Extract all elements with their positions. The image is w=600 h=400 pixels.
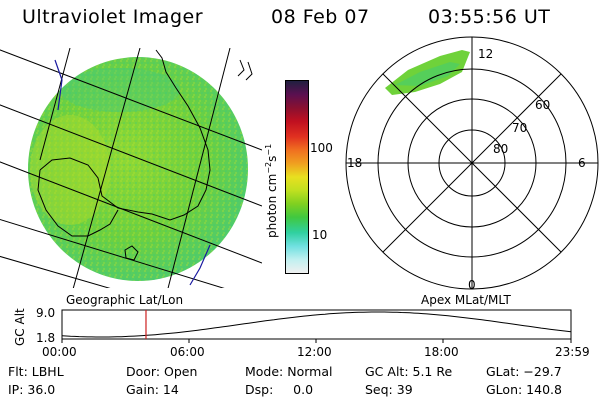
orbit-x-tick-0600: 06:00 bbox=[170, 345, 205, 359]
ip-readout: IP: 36.0 bbox=[8, 382, 56, 397]
date-label: 08 Feb 07 bbox=[271, 6, 370, 28]
orbit-x-tick-0000: 00:00 bbox=[42, 345, 77, 359]
orbit-y-top: 9.0 bbox=[36, 306, 56, 320]
gain-readout: Gain: 14 bbox=[126, 382, 179, 397]
mlt-label-0: 0 bbox=[468, 278, 476, 292]
orbit-x-tick-1200: 12:00 bbox=[297, 345, 332, 359]
auroral-image-polar bbox=[385, 50, 470, 95]
orbit-x-tick-2359: 23:59 bbox=[555, 345, 590, 359]
geo-latitude-readout: GLat: −29.7 bbox=[486, 364, 562, 379]
mlat-label-80: 80 bbox=[493, 142, 509, 156]
uv-disk-image bbox=[28, 57, 248, 281]
map-projection-label: Geographic Lat/Lon bbox=[66, 293, 184, 307]
time-label: 03:55:56 UT bbox=[428, 6, 551, 28]
sequence-readout: Seq: 39 bbox=[365, 382, 413, 397]
polar-projection-label: Apex MLat/MLT bbox=[421, 293, 511, 307]
orbit-x-tick-1800: 18:00 bbox=[424, 345, 459, 359]
orbit-plot-frame bbox=[61, 309, 572, 340]
mlat-label-70: 70 bbox=[512, 121, 528, 135]
orbit-x-ticks bbox=[61, 339, 572, 343]
geo-longitude-readout: GLon: 140.8 bbox=[486, 382, 562, 397]
instrument-title: Ultraviolet Imager bbox=[22, 6, 204, 28]
mlat-label-60: 60 bbox=[535, 98, 551, 112]
coastline-blue bbox=[54, 59, 211, 286]
colorbar-tick-10: 10 bbox=[312, 228, 328, 242]
colorbar-tick-100: 100 bbox=[310, 141, 333, 155]
orbit-y-bottom: 1.8 bbox=[36, 331, 56, 345]
colorbar bbox=[285, 80, 309, 274]
orbit-y-axis-label: GC Alt bbox=[13, 308, 27, 346]
mode-readout: Mode: Normal bbox=[245, 364, 333, 379]
coastline-australia bbox=[37, 49, 253, 261]
mlt-label-18: 18 bbox=[347, 156, 363, 170]
mlt-label-12: 12 bbox=[478, 47, 494, 61]
door-readout: Door: Open bbox=[126, 364, 198, 379]
colorbar-gradient bbox=[286, 81, 308, 273]
orbit-altitude-curve bbox=[61, 311, 572, 338]
mlt-label-6: 6 bbox=[578, 156, 586, 170]
polar-grid bbox=[345, 36, 599, 290]
gc-altitude-readout: GC Alt: 5.1 Re bbox=[365, 364, 453, 379]
filter-readout: Flt: LBHL bbox=[8, 364, 64, 379]
dsp-readout: Dsp: 0.0 bbox=[245, 382, 314, 397]
